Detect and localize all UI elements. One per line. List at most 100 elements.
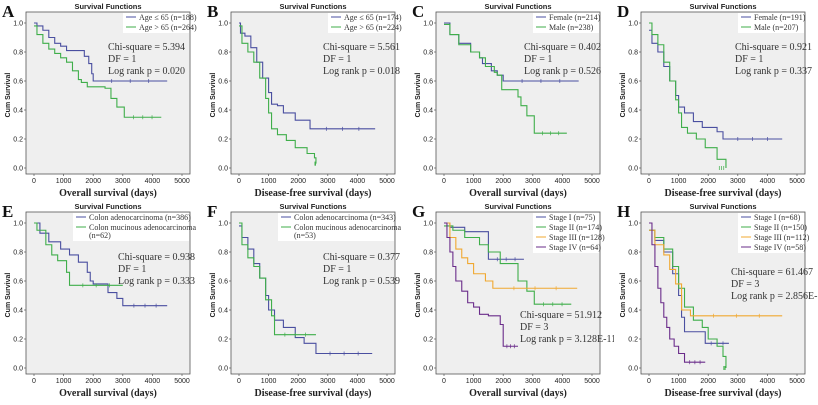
- plot-area: [640, 11, 806, 175]
- y-tick-label: 0.2: [628, 137, 638, 144]
- survival-curve-2: [444, 225, 572, 305]
- stat-line: Chi-square = 0.921: [735, 42, 812, 53]
- x-tick-label: 0: [647, 378, 651, 385]
- legend-entry: Stage II (n=174): [549, 223, 602, 232]
- survival-curve-1: [34, 22, 168, 82]
- stat-line: Log rank p = 3.128E-11: [520, 334, 614, 345]
- x-tick-label: 2000: [290, 378, 306, 385]
- y-tick-label: 0.0: [218, 366, 228, 373]
- legend-bg: [328, 23, 394, 33]
- plot-area: [25, 11, 191, 175]
- y-tick-label: 0.2: [13, 137, 23, 144]
- legend-bg: [533, 23, 599, 33]
- y-axis-label: Cum Survival: [620, 73, 627, 118]
- panel-letter: E: [2, 202, 13, 221]
- x-axis-label: Overall survival (days): [59, 188, 157, 199]
- stat-line: DF = 3: [520, 322, 548, 333]
- y-tick-label: 0.0: [628, 366, 638, 373]
- x-tick-label: 1000: [56, 178, 72, 185]
- x-tick-label: 4000: [350, 378, 366, 385]
- y-tick-label: 0.4: [628, 308, 638, 315]
- panel-letter: C: [412, 2, 424, 21]
- legend-bg: [738, 223, 804, 233]
- legend-bg: [533, 213, 599, 223]
- stat-line: Chi-square = 5.394: [108, 42, 185, 53]
- x-tick-label: 4000: [145, 378, 161, 385]
- x-tick-label: 4000: [145, 178, 161, 185]
- y-tick-label: 0.8: [13, 50, 23, 57]
- survival-curve-1: [239, 22, 376, 130]
- x-tick-label: 3000: [525, 378, 541, 385]
- x-tick-label: 2000: [495, 178, 511, 185]
- survival-curve-2: [239, 222, 316, 336]
- legend-bg: [738, 243, 804, 253]
- legend-entry: Stage IV (n=58): [754, 243, 806, 252]
- legend-entry: Colon adenocarcinoma (n=386): [89, 213, 191, 222]
- y-tick-label: 0.2: [423, 337, 433, 344]
- legend-entry: Age > 65 (n=224): [344, 23, 402, 32]
- legend-bg: [738, 23, 804, 33]
- panel-letter: D: [617, 2, 629, 21]
- x-tick-label: 4000: [760, 378, 776, 385]
- y-tick-label: 1.0: [218, 21, 228, 28]
- y-tick-label: 0.8: [218, 50, 228, 57]
- x-axis-label: Disease-free survival (days): [254, 388, 371, 399]
- km-panel-e: E Survival Functions Cum Survival Overall s…: [2, 202, 197, 399]
- y-axis-label: Cum Survival: [210, 273, 217, 318]
- legend-entry: Colon mucinous adenocarcinoma: [89, 223, 197, 232]
- km-panel-f: F Survival Functions Cum Survival Disease-f…: [207, 202, 402, 399]
- y-tick-label: 1.0: [13, 21, 23, 28]
- x-tick-label: 0: [442, 178, 446, 185]
- chart-title: Survival Functions: [74, 202, 141, 211]
- stat-line: Log rank p = 2.856E-13: [731, 291, 818, 302]
- legend-bg: [738, 213, 804, 223]
- y-tick-label: 0.8: [628, 50, 638, 57]
- legend-entry: Age ≤ 65 (n=174): [344, 13, 402, 22]
- survival-curve-1: [649, 229, 729, 344]
- legend-entry: Stage I (n=68): [754, 213, 801, 222]
- x-tick-label: 5000: [379, 178, 395, 185]
- y-tick-label: 0.4: [218, 308, 228, 315]
- y-tick-label: 0.6: [423, 79, 433, 86]
- y-tick-label: 0.4: [13, 308, 23, 315]
- y-tick-label: 0.0: [628, 166, 638, 173]
- x-tick-label: 3000: [115, 378, 131, 385]
- x-tick-label: 5000: [789, 178, 805, 185]
- x-tick-label: 4000: [760, 178, 776, 185]
- legend-bg: [278, 223, 394, 241]
- y-tick-label: 1.0: [423, 21, 433, 28]
- x-tick-label: 2000: [700, 178, 716, 185]
- stat-line: Log rank p = 0.526: [524, 66, 601, 77]
- chart-title: Survival Functions: [689, 202, 756, 211]
- stat-line: Chi-square = 0.402: [524, 42, 601, 53]
- y-axis-label: Cum Survival: [620, 273, 627, 318]
- x-tick-label: 0: [237, 178, 241, 185]
- x-tick-label: 4000: [555, 178, 571, 185]
- x-tick-label: 1000: [671, 178, 687, 185]
- y-tick-label: 1.0: [13, 221, 23, 228]
- y-tick-label: 1.0: [628, 21, 638, 28]
- x-tick-label: 3000: [730, 178, 746, 185]
- legend-entry: (n=62): [89, 231, 111, 240]
- legend-entry: Age > 65 (n=264): [139, 23, 197, 32]
- stat-line: DF = 1: [108, 54, 136, 65]
- y-axis-label: Cum Survival: [5, 273, 12, 318]
- y-tick-label: 0.0: [218, 166, 228, 173]
- y-tick-label: 0.6: [423, 279, 433, 286]
- x-axis-label: Disease-free survival (days): [664, 388, 781, 399]
- y-axis-label: Cum Survival: [415, 73, 422, 118]
- y-tick-label: 0.8: [423, 50, 433, 57]
- x-tick-label: 5000: [584, 178, 600, 185]
- panel-letter: A: [2, 2, 15, 21]
- x-tick-label: 3000: [730, 378, 746, 385]
- km-panel-a: A Survival Functions Cum Survival Overall s…: [2, 2, 197, 199]
- survival-curve-4: [649, 222, 706, 363]
- x-axis-label: Overall survival (days): [469, 388, 567, 399]
- x-tick-label: 3000: [525, 178, 541, 185]
- y-tick-label: 0.8: [13, 250, 23, 257]
- x-tick-label: 5000: [379, 378, 395, 385]
- legend-bg: [738, 233, 804, 243]
- x-tick-label: 2000: [290, 178, 306, 185]
- legend-entry: Age ≤ 65 (n=188): [139, 13, 197, 22]
